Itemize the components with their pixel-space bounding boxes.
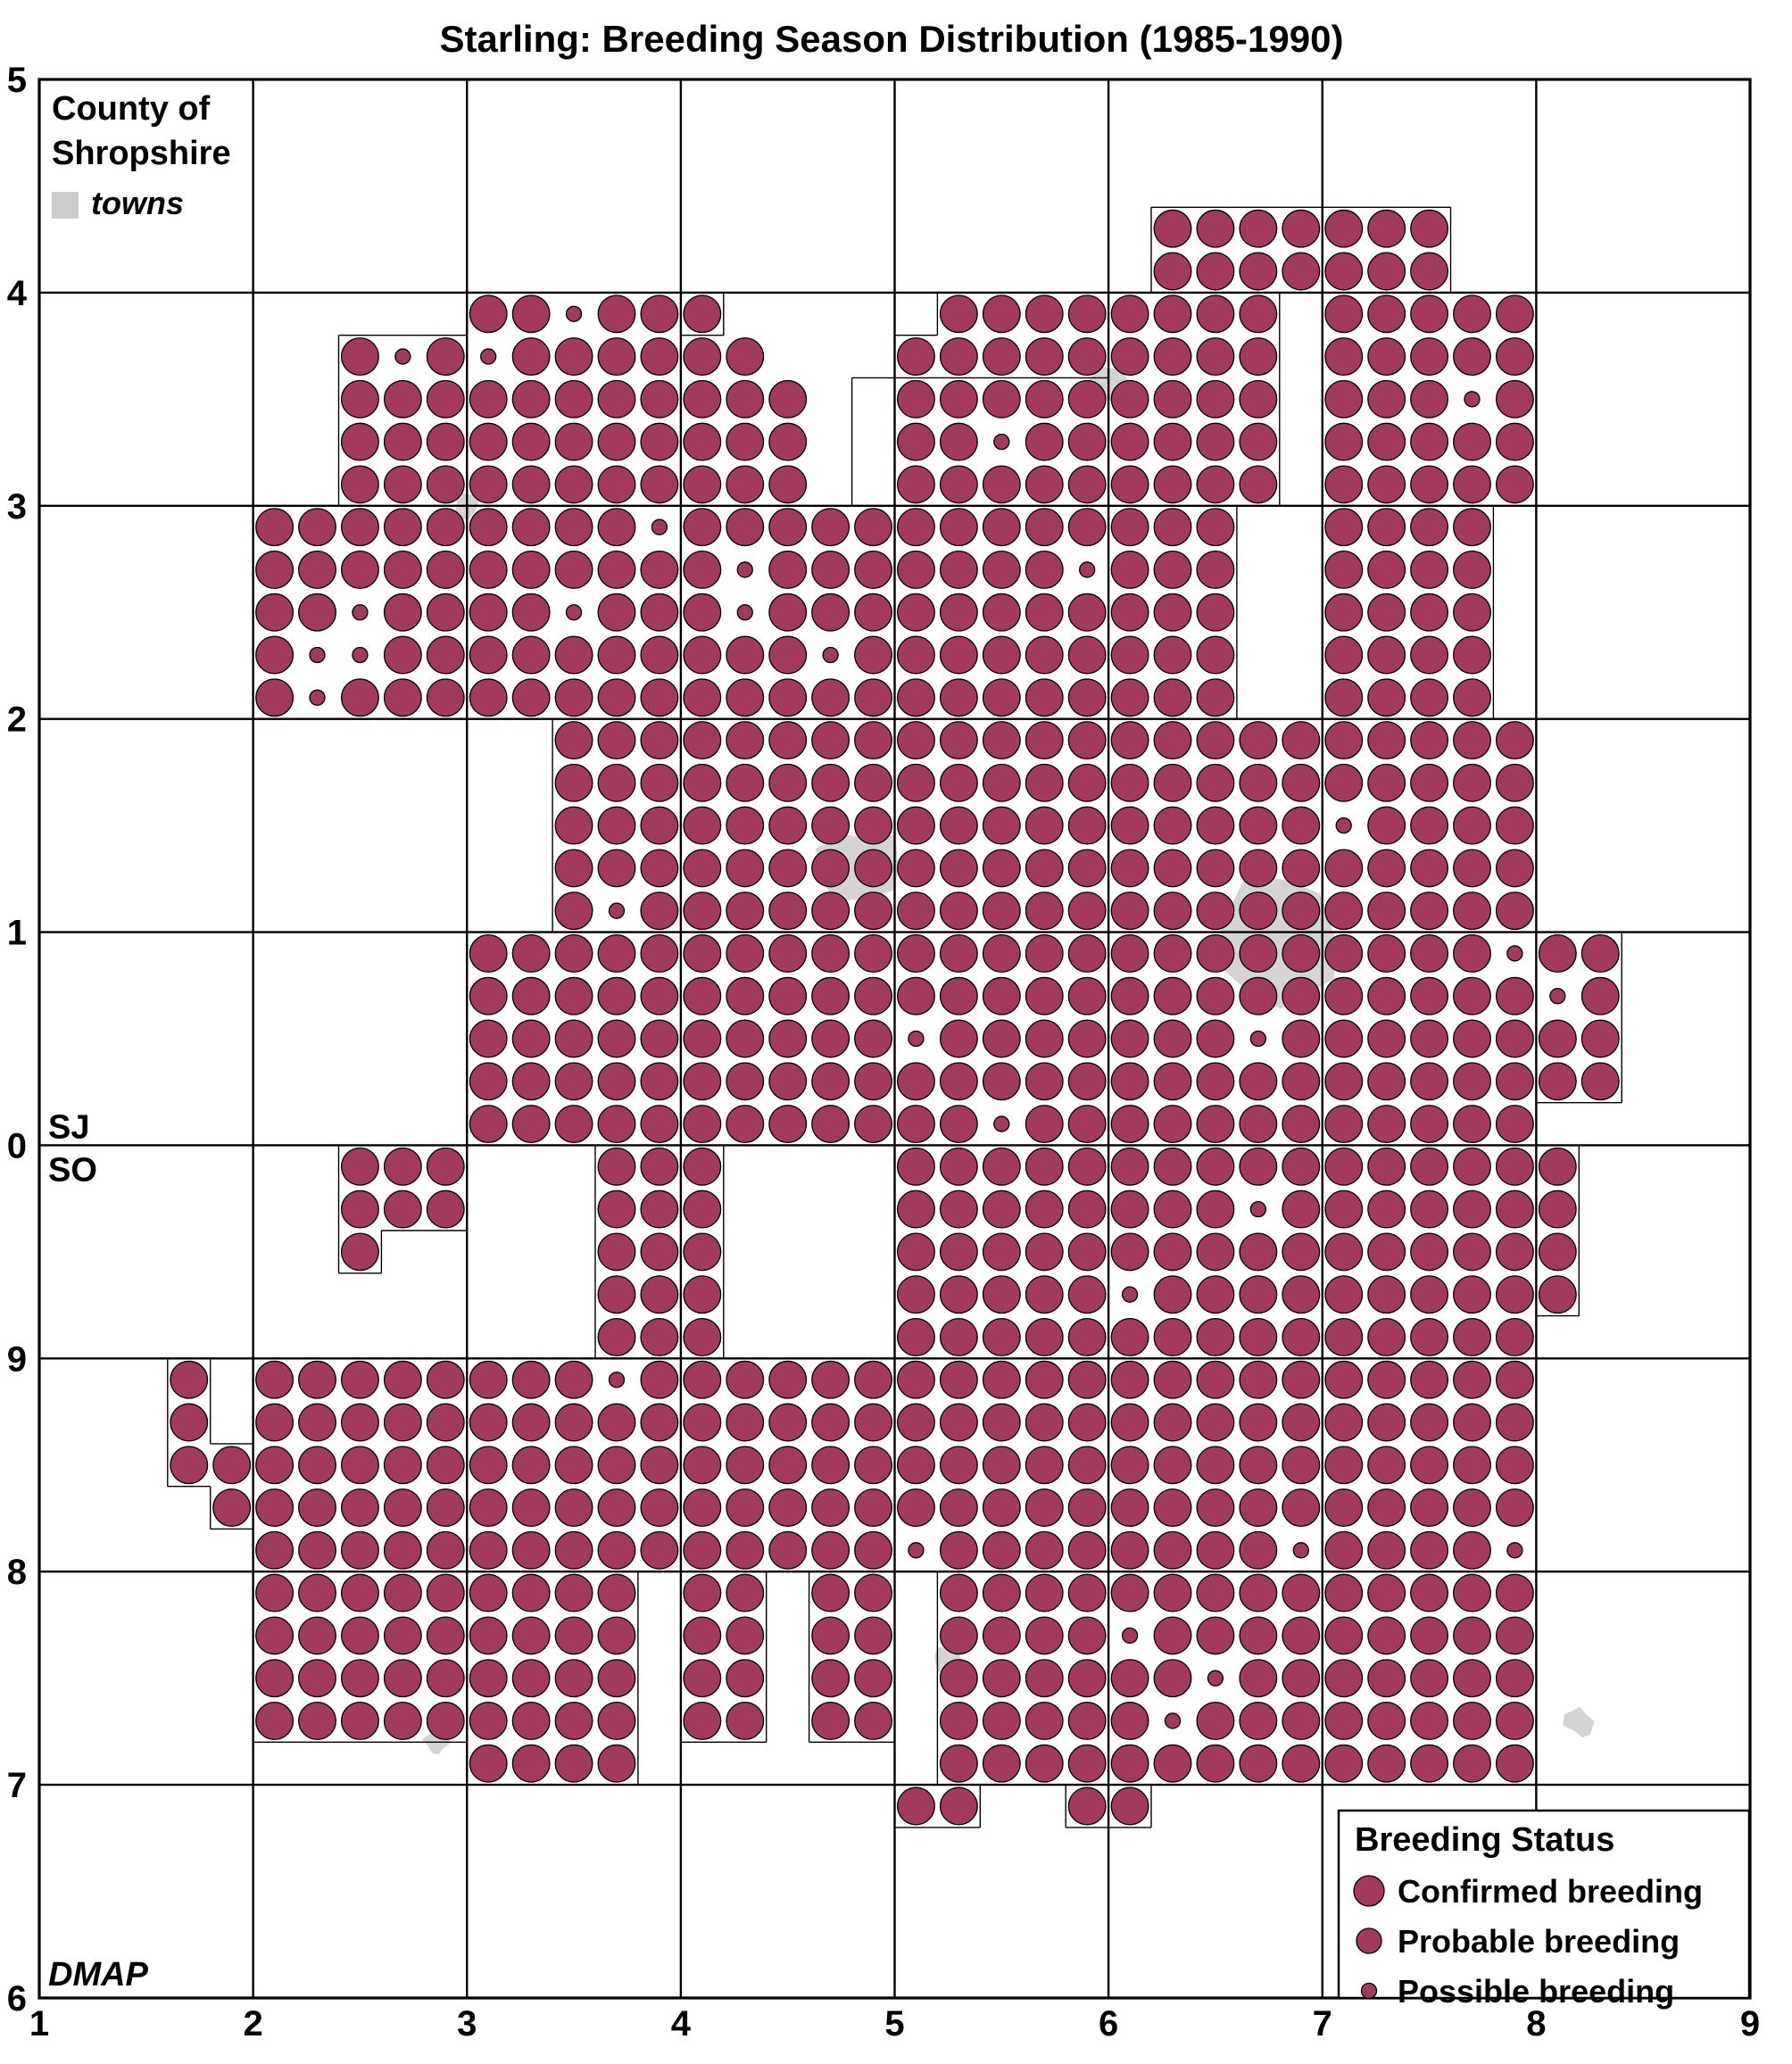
svg-text:6: 6 [7, 1979, 27, 2018]
svg-text:Probable breeding: Probable breeding [1398, 1923, 1680, 1960]
svg-text:2: 2 [7, 700, 27, 740]
svg-text:1: 1 [29, 2004, 49, 2043]
svg-text:1: 1 [7, 914, 27, 953]
svg-text:4: 4 [7, 274, 28, 313]
svg-text:2: 2 [243, 2004, 262, 2043]
svg-text:7: 7 [7, 1766, 27, 1805]
svg-text:4: 4 [671, 2004, 692, 2043]
svg-text:9: 9 [7, 1339, 27, 1379]
svg-text:3: 3 [7, 487, 27, 526]
svg-text:8: 8 [1526, 2004, 1546, 2043]
svg-text:Breeding Status: Breeding Status [1355, 1821, 1614, 1859]
svg-text:0: 0 [7, 1126, 27, 1165]
svg-text:County of: County of [52, 90, 211, 128]
svg-text:6: 6 [1099, 2004, 1118, 2043]
svg-text:DMAP: DMAP [48, 1956, 149, 1994]
svg-text:3: 3 [457, 2004, 477, 2043]
svg-text:towns: towns [91, 185, 184, 221]
svg-text:5: 5 [884, 2004, 904, 2043]
svg-text:7: 7 [1313, 2004, 1332, 2043]
svg-text:5: 5 [7, 61, 27, 100]
svg-text:Possible breeding: Possible breeding [1398, 1973, 1674, 2010]
svg-text:SO: SO [48, 1151, 97, 1189]
svg-text:Starling: Breeding Season Dist: Starling: Breeding Season Distribution (… [440, 18, 1344, 60]
svg-text:Shropshire: Shropshire [52, 135, 231, 172]
svg-text:SJ: SJ [48, 1108, 89, 1146]
svg-text:Confirmed breeding: Confirmed breeding [1398, 1873, 1703, 1910]
svg-text:9: 9 [1740, 2004, 1760, 2043]
svg-text:8: 8 [7, 1553, 27, 1592]
